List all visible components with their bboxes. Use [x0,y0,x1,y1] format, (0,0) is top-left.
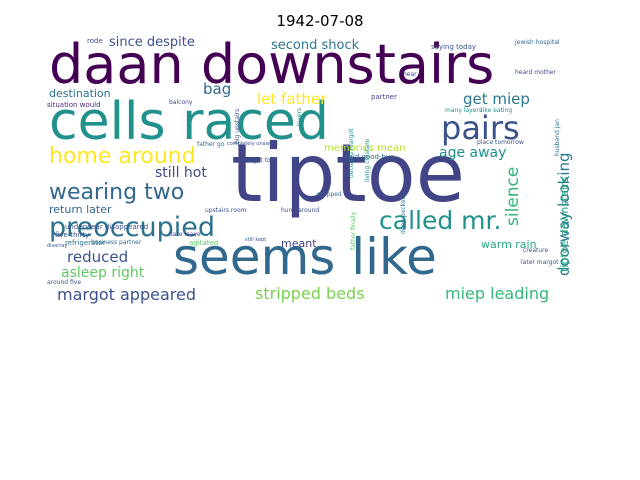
cloud-word: rode [87,37,103,45]
cloud-word: age away [439,145,507,161]
cloud-word: five-thirty [55,231,90,239]
cloud-word: underwear disappeared [65,223,149,231]
cloud-word: living creature [364,138,371,182]
cloud-word: agitated [189,239,219,247]
cloud-word: second shock [271,38,360,53]
cloud-word: home around [49,144,196,169]
cloud-word: later margot [521,259,559,266]
cloud-word: creature [523,247,549,254]
cloud-word: business partner [91,239,142,246]
cloud-word: dare leave [169,231,201,238]
cloud-word: get miep [463,90,530,108]
cloud-word: around five [47,279,82,286]
cloud-word: partner [371,93,397,101]
cloud-word: cells raced [49,92,329,152]
cloud-word: husband jan [554,119,561,156]
cloud-word: jewish hospital [515,39,560,46]
cloud-word: balcony [169,99,193,106]
cloud-word: reduced [67,248,129,266]
cloud-word: meant [281,237,317,250]
cloud-word: situation would [47,101,101,109]
cloud-word: destination [49,87,111,100]
cloud-word: preoccupied [49,212,215,243]
cloud-word: completely unaware [227,141,278,147]
figure-title: 1942-07-08 [276,12,364,30]
cloud-word: pairs [441,109,520,147]
cloud-word: tiptoe downstairs [558,176,571,272]
cloud-word: saying today [431,43,477,51]
cloud-word: let father [257,90,327,108]
cloud-word: father finally [350,211,357,250]
cloud-word: upstairs room [205,207,247,214]
cloud-word: many layers [445,107,482,114]
cloud-word: still kept [245,237,267,243]
cloud-word: wearing two [49,180,185,205]
cloud-word: stripped beds [255,284,365,303]
cloud-word: said good-bye [345,153,395,161]
cloud-word: margot told [241,157,277,164]
cloud-word: bag [203,80,232,98]
cloud-word: called mr. [379,206,502,235]
cloud-word: father go [197,141,225,148]
cloud-word: layers [296,107,303,126]
cloud-word: warm rain [481,238,537,251]
cloud-word: margot appeared [57,285,196,304]
cloud-word: seems like [173,228,437,286]
cloud-word: daan downstairs [49,36,495,96]
cloud-word: declared margot [348,128,355,178]
cloud-word: hung around [281,207,320,214]
cloud-word: asleep right [61,265,145,281]
cloud-word: since despite [109,36,195,50]
cloud-word: memories mean [324,143,406,154]
cloud-word: disarray [47,243,68,249]
cloud-word: tiptoe [231,127,465,220]
cloud-word: place tomorrow [477,139,524,146]
cloud-word: heard mother [515,69,557,76]
cloud-word: like eating [481,107,513,114]
word-cloud: daan downstairs tiptoe cells raced seems… [45,36,580,304]
cloud-word: miep leading [445,284,550,303]
cloud-word: deep pockets [400,193,407,234]
cloud-word: hear [403,71,417,78]
cloud-word: return later [49,203,112,216]
cloud-word: refrigerator [65,239,106,247]
cloud-word: still hot [155,165,207,181]
cloud-word: stripped [317,191,342,198]
cloud-word: silence [503,166,523,226]
cloud-word: big upstairs [234,108,241,144]
